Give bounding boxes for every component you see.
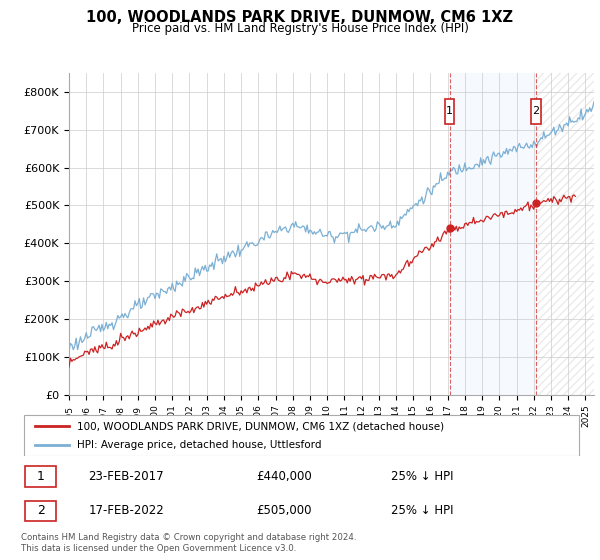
FancyBboxPatch shape	[24, 416, 579, 456]
Text: £505,000: £505,000	[257, 504, 312, 517]
Text: Price paid vs. HM Land Registry's House Price Index (HPI): Price paid vs. HM Land Registry's House …	[131, 22, 469, 35]
Bar	[450, 73, 536, 395]
Bar	[536, 73, 594, 395]
Text: 100, WOODLANDS PARK DRIVE, DUNMOW, CM6 1XZ: 100, WOODLANDS PARK DRIVE, DUNMOW, CM6 1…	[86, 10, 514, 25]
Text: 25% ↓ HPI: 25% ↓ HPI	[391, 504, 454, 517]
Text: 1: 1	[446, 106, 453, 116]
Text: 2: 2	[37, 504, 45, 517]
FancyBboxPatch shape	[25, 501, 56, 521]
Text: 2: 2	[532, 106, 539, 116]
Text: £440,000: £440,000	[257, 470, 313, 483]
Text: 23-FEB-2017: 23-FEB-2017	[88, 470, 164, 483]
Text: HPI: Average price, detached house, Uttlesford: HPI: Average price, detached house, Uttl…	[77, 440, 322, 450]
FancyBboxPatch shape	[445, 99, 454, 124]
FancyBboxPatch shape	[531, 99, 541, 124]
Text: 100, WOODLANDS PARK DRIVE, DUNMOW, CM6 1XZ (detached house): 100, WOODLANDS PARK DRIVE, DUNMOW, CM6 1…	[77, 421, 444, 431]
Bar	[536, 73, 594, 395]
FancyBboxPatch shape	[25, 466, 56, 487]
Text: Contains HM Land Registry data © Crown copyright and database right 2024.
This d: Contains HM Land Registry data © Crown c…	[21, 533, 356, 553]
Text: 17-FEB-2022: 17-FEB-2022	[88, 504, 164, 517]
Text: 25% ↓ HPI: 25% ↓ HPI	[391, 470, 454, 483]
Text: 1: 1	[37, 470, 45, 483]
